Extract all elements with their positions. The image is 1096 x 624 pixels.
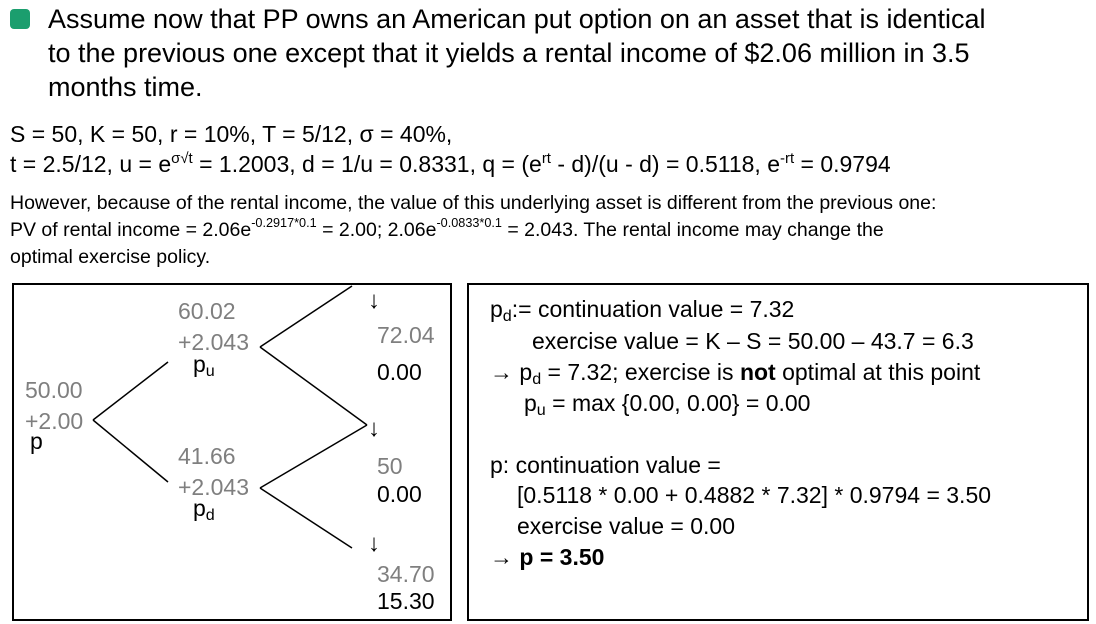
intro-line-1: Assume now that PP owns an American put … bbox=[48, 4, 986, 34]
ud-payoff: 0.00 bbox=[377, 481, 422, 507]
ud-stock-value: 50 bbox=[377, 453, 403, 479]
root-stock-value: 50.00 bbox=[25, 377, 83, 403]
down-arrow-icon: ↓ bbox=[368, 530, 380, 557]
tree-panel bbox=[12, 283, 452, 621]
para-line-1: However, because of the rental income, t… bbox=[10, 192, 937, 214]
calc-line-6: [0.5118 * 0.00 + 0.4882 * 7.32] * 0.9794… bbox=[517, 482, 992, 508]
uu-payoff: 0.00 bbox=[377, 359, 422, 385]
intro-line-2: to the previous one except that it yield… bbox=[48, 38, 970, 68]
calc-line-2: exercise value = K – S = 50.00 – 43.7 = … bbox=[532, 328, 974, 354]
down-arrow-icon: ↓ bbox=[368, 415, 380, 442]
bullet-icon bbox=[10, 9, 30, 29]
calc-line-7: exercise value = 0.00 bbox=[517, 513, 735, 539]
params-line-2: t = 2.5/12, u = eσ√t = 1.2003, d = 1/u =… bbox=[10, 150, 891, 177]
calc-line-4: pu = max {0.00, 0.00} = 0.00 bbox=[524, 390, 811, 419]
calc-line-3: → pd = 7.32; exercise is not optimal at … bbox=[490, 359, 981, 388]
calc-line-8: → p = 3.50 bbox=[490, 544, 605, 570]
dd-payoff: 15.30 bbox=[377, 588, 435, 614]
up-option-label: pu bbox=[193, 351, 215, 380]
root-income: +2.00 bbox=[25, 408, 84, 434]
calc-line-5: p: continuation value = bbox=[490, 452, 721, 478]
up-stock-value: 60.02 bbox=[178, 298, 236, 324]
down-income: +2.043 bbox=[178, 474, 249, 500]
down-stock-value: 41.66 bbox=[178, 443, 236, 469]
para-line-3: optimal exercise policy. bbox=[10, 246, 211, 268]
params-line-1: S = 50, K = 50, r = 10%, T = 5/12, σ = 4… bbox=[10, 121, 453, 147]
uu-stock-value: 72.04 bbox=[377, 322, 435, 348]
up-income: +2.043 bbox=[178, 329, 249, 355]
calc-line-1: pd:= continuation value = 7.32 bbox=[490, 296, 795, 325]
root-option-label: p bbox=[30, 428, 43, 454]
calculation-panel bbox=[467, 283, 1089, 621]
down-option-label: pd bbox=[193, 495, 215, 524]
down-arrow-icon: ↓ bbox=[368, 287, 380, 314]
dd-stock-value: 34.70 bbox=[377, 561, 435, 587]
intro-line-3: months time. bbox=[48, 72, 203, 102]
para-line-2: PV of rental income = 2.06e-0.2917*0.1 =… bbox=[10, 216, 884, 241]
